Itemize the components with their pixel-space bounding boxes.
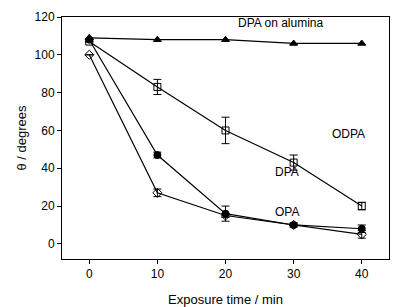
- svg-text:ODPA: ODPA: [332, 127, 365, 141]
- svg-text:30: 30: [287, 267, 301, 281]
- svg-text:40: 40: [41, 161, 55, 175]
- svg-text:100: 100: [35, 48, 55, 62]
- svg-text:60: 60: [41, 124, 55, 138]
- svg-text:0: 0: [48, 237, 55, 251]
- svg-text:80: 80: [41, 86, 55, 100]
- svg-text:OPA: OPA: [275, 205, 299, 219]
- svg-text:0: 0: [86, 267, 93, 281]
- svg-text:DPA on alumina: DPA on alumina: [238, 16, 323, 30]
- svg-text:20: 20: [41, 199, 55, 213]
- svg-text:10: 10: [151, 267, 165, 281]
- svg-text:40: 40: [355, 267, 369, 281]
- svg-text:θ / degrees: θ / degrees: [14, 105, 29, 171]
- svg-text:Exposure time / min: Exposure time / min: [168, 292, 283, 307]
- svg-text:DPA: DPA: [275, 165, 299, 179]
- svg-text:20: 20: [219, 267, 233, 281]
- svg-text:120: 120: [35, 10, 55, 24]
